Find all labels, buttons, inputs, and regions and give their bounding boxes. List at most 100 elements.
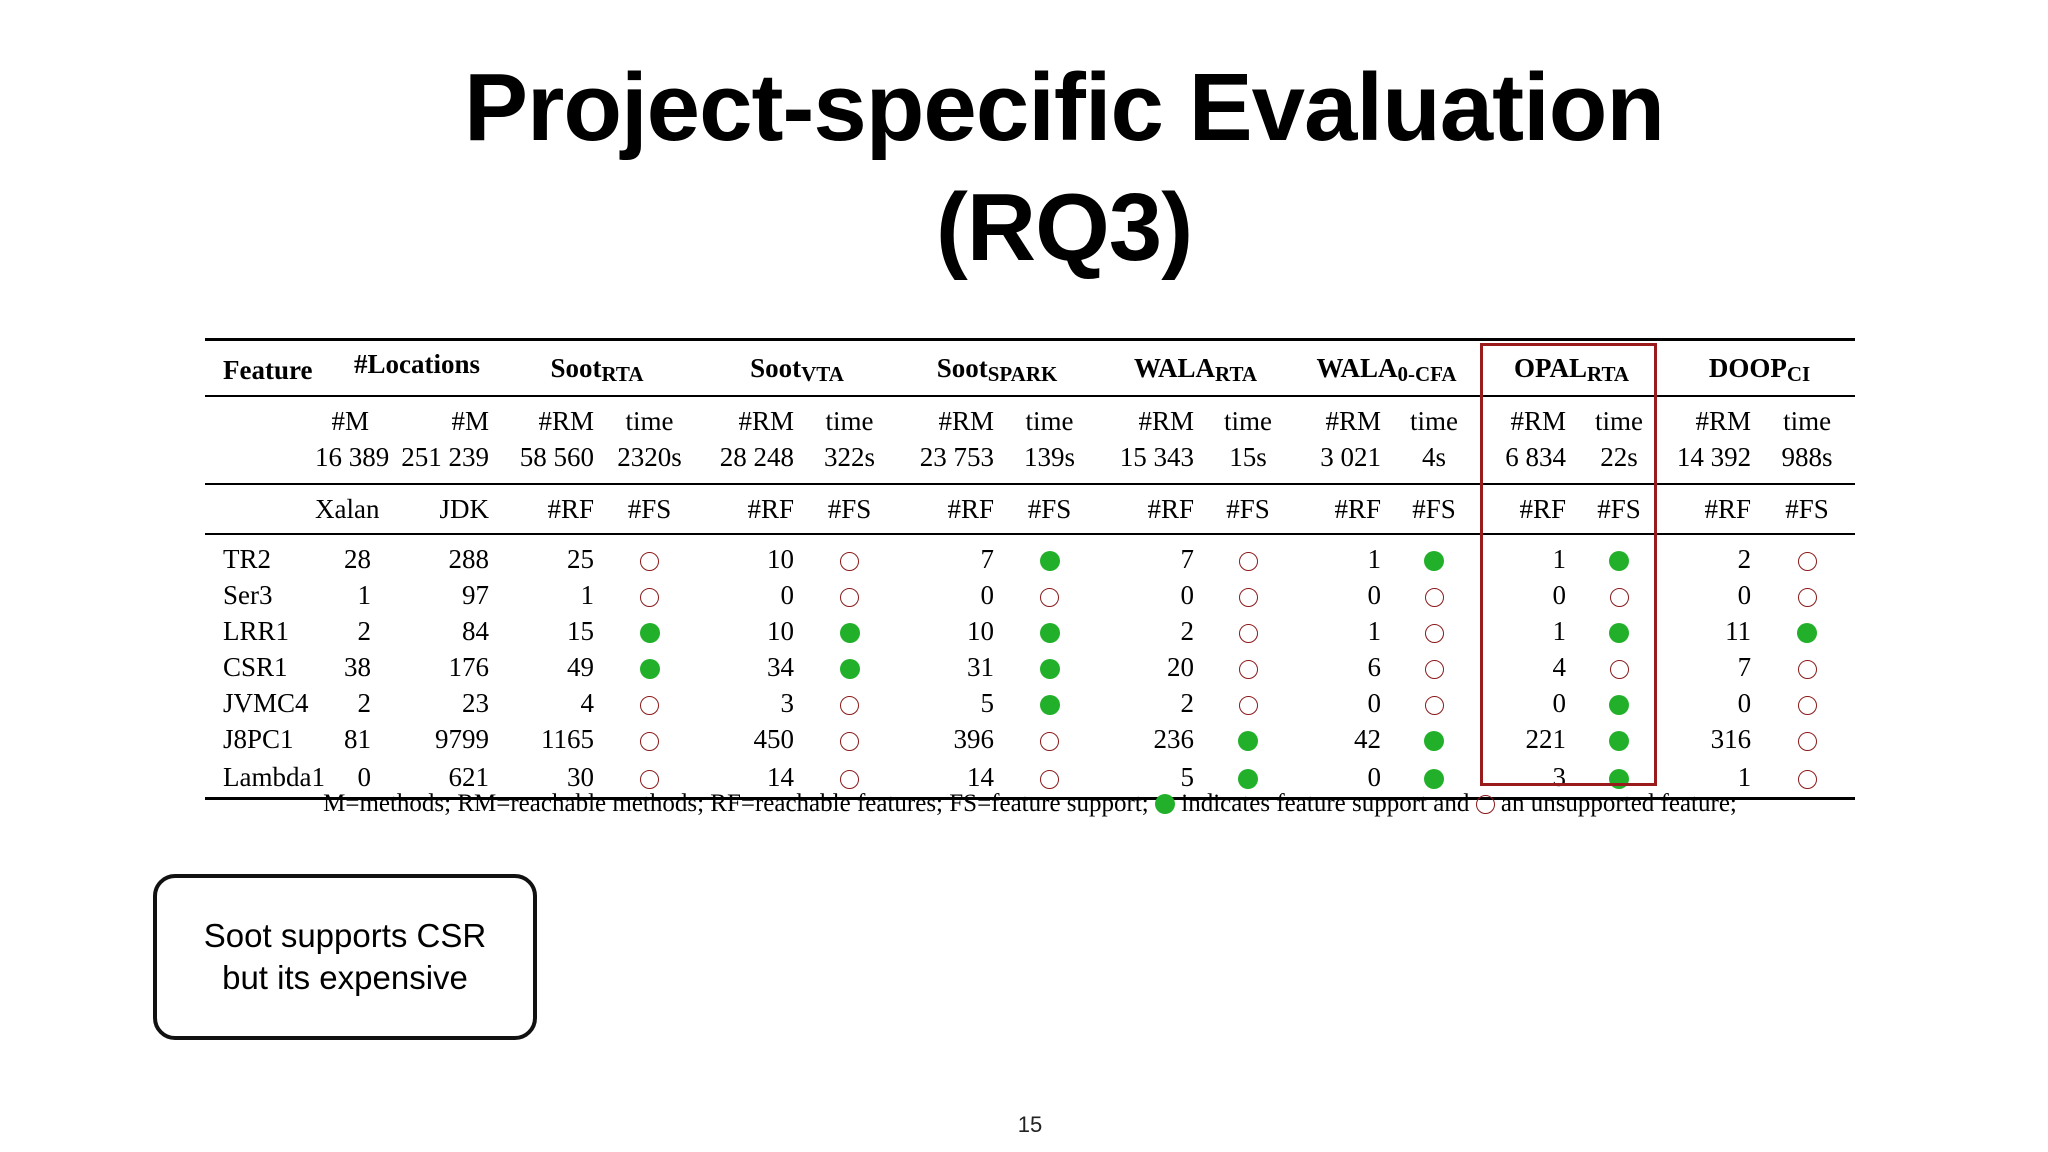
rf-value: 6 bbox=[1367, 651, 1382, 682]
fs-cell bbox=[602, 721, 697, 757]
evaluation-table-container: Feature #Locations SootRTA SootVTA SootS… bbox=[205, 338, 1856, 800]
rf-value: 1 bbox=[1664, 757, 1760, 800]
stat-cell: #FS bbox=[1759, 484, 1856, 535]
rf-value: 0 bbox=[980, 579, 995, 610]
rf-value: 14 bbox=[697, 757, 802, 800]
unsupported-circle-icon bbox=[840, 551, 859, 571]
unsupported-circle-icon bbox=[1040, 587, 1060, 607]
unsupported-circle-icon bbox=[1475, 795, 1495, 814]
supported-dot-icon bbox=[1609, 730, 1630, 751]
table-row: J8PC1 81 9799 1165 450 396 236 42 221 316 bbox=[205, 721, 1855, 757]
stat-cell: 28 248 bbox=[719, 441, 794, 472]
locations-header: #Locations bbox=[354, 349, 481, 379]
unsupported-circle-icon bbox=[1238, 587, 1258, 607]
rf-value: 221 bbox=[1525, 723, 1567, 754]
stat-cell: time bbox=[1025, 405, 1074, 436]
xalan-count: 2 bbox=[357, 687, 372, 718]
stat-cell: 6 834 bbox=[1505, 441, 1567, 472]
unsupported-circle-icon bbox=[640, 695, 659, 715]
unsupported-circle-icon bbox=[1238, 551, 1258, 571]
title-line-1: Project-specific Evaluation bbox=[463, 54, 1665, 161]
rf-value: 2 bbox=[1737, 543, 1752, 574]
supported-dot-icon bbox=[1609, 694, 1630, 715]
stat-cell: #RF bbox=[697, 484, 802, 535]
rf-value: 15 bbox=[567, 615, 594, 646]
stat-cell: #RM bbox=[1325, 405, 1382, 436]
rf-value: 25 bbox=[567, 543, 594, 574]
xalan-count: 2 bbox=[357, 615, 372, 646]
stat-cell: 58 560 bbox=[519, 441, 594, 472]
group-header-soot-spark: SootSPARK bbox=[897, 340, 1097, 397]
stat-cell: 23 753 bbox=[919, 441, 995, 472]
unsupported-circle-icon bbox=[1424, 587, 1444, 607]
fs-cell bbox=[1202, 721, 1294, 757]
rf-value: 0 bbox=[1737, 579, 1752, 610]
group-header-wala-rta: WALARTA bbox=[1097, 340, 1294, 397]
rf-value: 3 bbox=[780, 687, 795, 718]
rf-value: 20 bbox=[1167, 651, 1195, 682]
fs-cell bbox=[802, 541, 897, 577]
stat-cell: #RF bbox=[497, 484, 602, 535]
fs-cell bbox=[1002, 577, 1097, 613]
fs-cell bbox=[602, 541, 697, 577]
group-name: OPAL bbox=[1514, 353, 1588, 383]
unsupported-circle-icon bbox=[1424, 695, 1444, 715]
unsupported-circle-icon bbox=[1797, 659, 1817, 679]
rf-value: 10 bbox=[767, 543, 794, 574]
stat-cell: #M bbox=[331, 405, 369, 436]
unsupported-circle-icon bbox=[1797, 769, 1817, 789]
rf-value: 2 bbox=[1180, 615, 1195, 646]
page-number: 15 bbox=[1017, 1112, 1043, 1137]
fs-cell bbox=[1202, 541, 1294, 577]
fs-cell bbox=[602, 685, 697, 721]
stat-cell: 4s bbox=[1422, 441, 1447, 472]
feature-name: JVMC4 bbox=[223, 687, 309, 718]
unsupported-circle-icon bbox=[1797, 695, 1817, 715]
fs-cell bbox=[1002, 541, 1097, 577]
fs-cell bbox=[1574, 577, 1664, 613]
group-header-row: Feature #Locations SootRTA SootVTA SootS… bbox=[205, 339, 1856, 397]
fs-cell bbox=[1759, 613, 1855, 649]
stats-label-row: #M #M #RM time #RM time #RM time #RM time #RM time #… bbox=[205, 396, 1856, 439]
fs-cell bbox=[1389, 541, 1479, 577]
fs-cell bbox=[802, 577, 897, 613]
rf-value: 1 bbox=[580, 579, 595, 610]
fs-cell bbox=[1389, 649, 1479, 685]
jdk-count: 288 bbox=[448, 543, 490, 574]
stat-cell: 22s bbox=[1600, 441, 1638, 472]
unsupported-circle-icon bbox=[840, 731, 859, 751]
fs-cell bbox=[802, 757, 898, 800]
feature-name: CSR1 bbox=[223, 651, 288, 682]
stat-cell: 322s bbox=[824, 441, 876, 472]
xalan-count: 81 bbox=[344, 723, 371, 754]
supported-dot-icon bbox=[1039, 658, 1060, 679]
stat-cell: #RF bbox=[1664, 484, 1760, 535]
stat-blank bbox=[205, 484, 315, 535]
rf-value: 4 bbox=[1552, 651, 1567, 682]
supported-dot-icon bbox=[1039, 622, 1060, 643]
stat-cell: #RM bbox=[1138, 405, 1195, 436]
stat-cell: time bbox=[1224, 405, 1273, 436]
table-row: TR2 28 288 25 10 7 7 1 1 2 bbox=[205, 541, 1855, 577]
opal-highlight-box bbox=[1480, 343, 1657, 786]
fs-cell bbox=[1002, 613, 1097, 649]
fs-cell bbox=[1574, 541, 1664, 577]
supported-dot-icon bbox=[1424, 768, 1445, 789]
stat-cell: #FS bbox=[1002, 484, 1098, 535]
xalan-count: 28 bbox=[344, 543, 371, 574]
column-header-row: Xalan JDK #RF #FS #RF #FS #RF #FS #RF #FS #RF #FS #R… bbox=[205, 484, 1856, 535]
fs-cell bbox=[802, 685, 897, 721]
fs-cell bbox=[1002, 685, 1097, 721]
supported-dot-icon bbox=[1039, 550, 1060, 571]
fs-cell bbox=[1202, 649, 1294, 685]
group-subscript: RTA bbox=[601, 362, 644, 386]
group-header-soot-vta: SootVTA bbox=[697, 340, 897, 397]
supported-dot-icon bbox=[1609, 622, 1630, 643]
caption-text-2: indicates feature support and bbox=[1181, 790, 1470, 817]
unsupported-circle-icon bbox=[1424, 623, 1444, 643]
fs-cell bbox=[1759, 577, 1855, 613]
xalan-count: 0 bbox=[315, 757, 377, 800]
rf-value: 0 bbox=[1552, 579, 1567, 610]
group-name: DOOP bbox=[1708, 353, 1787, 383]
fs-cell bbox=[1759, 685, 1855, 721]
